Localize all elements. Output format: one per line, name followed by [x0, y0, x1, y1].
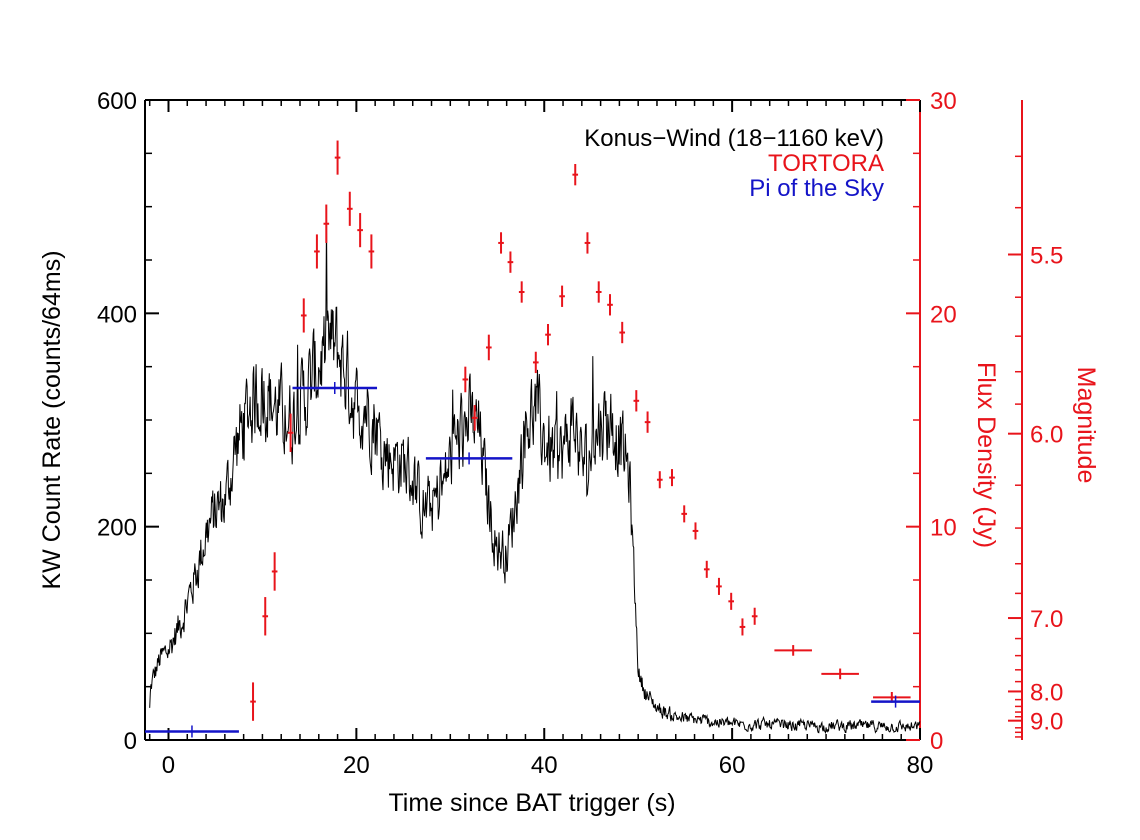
tortora-point: [314, 234, 320, 269]
pi-of-the-sky-point: [145, 725, 239, 738]
tortora-point: [584, 232, 591, 254]
magnitude-tick-label: 8.0: [1030, 679, 1063, 706]
flux-axis-ticks: 0 10 20 30: [906, 88, 957, 755]
tortora-point: [656, 471, 663, 489]
tortora-point: [751, 607, 758, 625]
x-axis-ticks: 0 20 40 60 80: [148, 100, 934, 779]
x-axis-title: Time since BAT trigger (s): [388, 789, 675, 817]
x-tick-label: 20: [343, 752, 370, 779]
tortora-point: [572, 164, 579, 186]
tortora-point: [323, 204, 330, 243]
pi-of-the-sky-point: [871, 695, 920, 708]
magnitude-tick-label: 7.0: [1030, 606, 1063, 633]
y-tick-label: 400: [97, 301, 137, 328]
tortora-point: [559, 285, 565, 307]
tortora-point: [334, 140, 341, 175]
y-tick-label: 0: [124, 728, 137, 755]
tortora-point: [633, 390, 640, 412]
magnitude-tick-label: 6.0: [1030, 422, 1063, 449]
tortora-point: [739, 618, 746, 636]
flux-tick-label: 10: [930, 515, 957, 542]
tortora-point: [518, 281, 525, 303]
tortora-point: [462, 366, 469, 393]
tortora-point: [471, 405, 478, 431]
x-tick-label: 0: [162, 752, 175, 779]
y-tick-label: 200: [97, 515, 137, 542]
magnitude-axis-title: Magnitude: [1072, 367, 1100, 484]
magnitude-tick-label: 9.0: [1030, 709, 1063, 736]
flux-tick-label: 0: [930, 728, 943, 755]
tortora-point: [346, 191, 353, 226]
tortora-point: [669, 469, 675, 487]
pi-of-the-sky-series: [145, 382, 920, 738]
tortora-point: [368, 234, 375, 269]
legend-konus-wind: Konus−Wind (18−1160 keV): [584, 125, 884, 152]
legend-tortora: TORTORA: [768, 150, 884, 177]
tortora-point: [486, 334, 492, 361]
tortora-point: [287, 413, 294, 452]
tortora-point: [821, 668, 859, 680]
x-tick-label: 60: [719, 752, 746, 779]
y-axis-ticks: 0 200 400 600: [97, 88, 159, 755]
tortora-point: [716, 577, 722, 595]
tortora-point: [703, 560, 710, 578]
flux-axis-title: Flux Density (Jy): [972, 362, 1000, 548]
y-tick-label: 600: [97, 88, 137, 115]
tortora-point: [728, 592, 734, 610]
pi-of-the-sky-point: [425, 452, 513, 465]
magnitude-tick-label: 5.5: [1030, 243, 1063, 270]
tortora-point: [545, 324, 551, 346]
tortora-point: [262, 597, 269, 636]
tortora-point: [532, 351, 539, 374]
y-axis-title: KW Count Rate (counts/64ms): [38, 250, 66, 589]
x-tick-label: 40: [531, 752, 558, 779]
tortora-point: [681, 505, 688, 523]
tortora-point: [692, 522, 699, 540]
tortora-point: [300, 298, 307, 333]
tortora-point: [271, 552, 278, 591]
konus-wind-series: [149, 217, 921, 735]
tortora-point: [619, 321, 626, 344]
konus-wind-light-curve: [149, 217, 921, 735]
tortora-point: [607, 294, 613, 316]
tortora-point: [250, 682, 256, 721]
pi-of-the-sky-point: [292, 382, 378, 394]
tortora-point: [644, 411, 651, 433]
x-tick-label: 80: [907, 752, 934, 779]
magnitude-axis-ticks: 5.5 6.0 7.0 8.0 9.0: [1008, 155, 1063, 738]
tortora-point: [498, 232, 504, 254]
tortora-point: [774, 645, 812, 656]
legend-pi-of-the-sky: Pi of the Sky: [749, 175, 884, 202]
flux-tick-label: 20: [930, 301, 957, 328]
tortora-point: [357, 213, 363, 248]
tortora-series: [250, 140, 911, 721]
flux-tick-label: 30: [930, 88, 957, 115]
legend: Konus−Wind (18−1160 keV) TORTORA Pi of t…: [584, 125, 884, 202]
tortora-point: [595, 281, 602, 303]
tortora-point: [507, 251, 514, 273]
